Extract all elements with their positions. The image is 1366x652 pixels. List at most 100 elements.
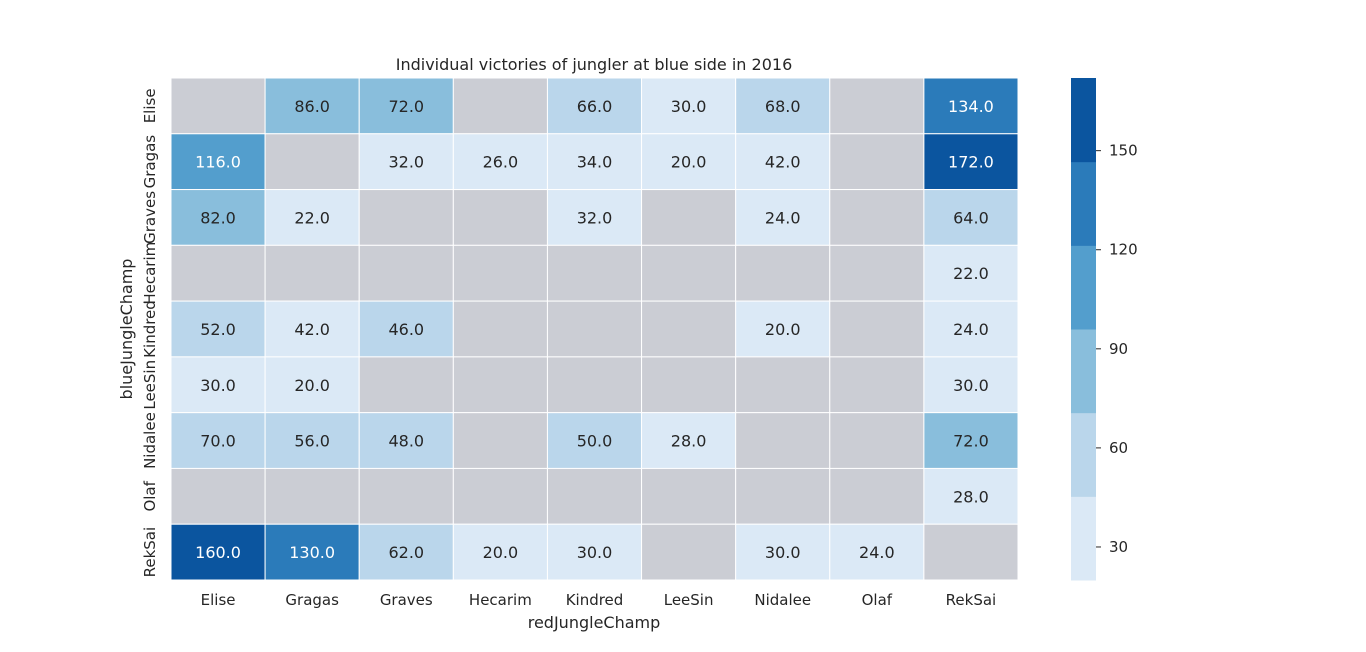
heatmap-cell: [170, 467, 266, 525]
heatmap-cell: [358, 189, 454, 246]
cell-value-label: 24.0: [859, 543, 895, 562]
heatmap-cell: [923, 244, 1019, 302]
cell-value-label: 72.0: [388, 97, 424, 116]
cell-value-label: 72.0: [953, 432, 989, 451]
heatmap-cell: [641, 467, 737, 525]
cell-value-label: 34.0: [577, 153, 613, 172]
cell-value-label: 28.0: [671, 432, 707, 451]
heatmap-cell: [264, 244, 360, 302]
heatmap-cell: [923, 189, 1019, 246]
heatmap-cell: [546, 133, 643, 191]
y-tick-label: Kindred: [141, 300, 159, 358]
heatmap-cell: [546, 244, 643, 302]
heatmap-cell: [264, 133, 360, 191]
cell-value-label: 28.0: [953, 487, 989, 506]
heatmap-cell: [923, 356, 1019, 414]
heatmap-cell: [170, 356, 266, 414]
cell-value-label: 134.0: [948, 97, 994, 116]
cell-value-label: 82.0: [200, 208, 236, 227]
heatmap-cell: [546, 300, 643, 358]
cell-value-label: 42.0: [765, 153, 801, 172]
cell-value-label: 68.0: [765, 97, 801, 116]
cell-value-label: 52.0: [200, 320, 236, 339]
cell-value-label: 86.0: [294, 97, 330, 116]
colorbar-segment: [1071, 329, 1096, 414]
heatmap-cell: [170, 412, 266, 469]
x-tick-label: RekSai: [946, 591, 997, 609]
cell-value-label: 130.0: [289, 543, 335, 562]
colorbar-tick-label: 150: [1109, 142, 1138, 160]
cell-value-label: 66.0: [577, 97, 613, 116]
y-tick-label: Nidalee: [141, 412, 159, 469]
heatmap-cell: [829, 467, 925, 525]
heatmap-cell: [264, 412, 360, 469]
cell-value-label: 48.0: [388, 432, 424, 451]
heatmap-cell: [735, 356, 831, 414]
heatmap-cell: [829, 356, 925, 414]
cell-value-label: 24.0: [765, 208, 801, 227]
heatmap-cell: [829, 244, 925, 302]
heatmap-cell: [358, 356, 454, 414]
heatmap-cell: [735, 523, 831, 581]
colorbar-tick-labels: 30 60 90 120 150: [1096, 142, 1138, 556]
heatmap-cell: [829, 412, 925, 469]
heatmap-cell: [358, 523, 454, 581]
heatmap-cell: [641, 523, 737, 581]
heatmap-cell: [264, 467, 360, 525]
heatmap-cell: [735, 244, 831, 302]
colorbar-segment: [1071, 245, 1096, 330]
cell-value-label: 32.0: [388, 153, 424, 172]
colorbar-segment: [1071, 78, 1096, 163]
heatmap-cell: [546, 412, 643, 469]
heatmap-cell: [170, 77, 266, 135]
colorbar-tick-label: 90: [1109, 340, 1128, 358]
x-tick-label: Kindred: [566, 591, 624, 609]
heatmap-cell: [452, 356, 548, 414]
x-tick-label: Olaf: [862, 591, 893, 609]
colorbar-segment: [1071, 412, 1096, 497]
chart-title: Individual victories of jungler at blue …: [396, 55, 793, 74]
heatmap-cell: [546, 356, 643, 414]
heatmap-cell: [170, 133, 266, 191]
cell-value-label: 24.0: [953, 320, 989, 339]
cell-value-label: 46.0: [388, 320, 424, 339]
heatmap-cell: [358, 133, 454, 191]
cell-value-label: 160.0: [195, 543, 241, 562]
heatmap-cell: [641, 356, 737, 414]
heatmap-cell: [452, 412, 548, 469]
heatmap-cell: [641, 77, 737, 135]
heatmap-cell: [170, 244, 266, 302]
heatmap-cell: [358, 300, 454, 358]
cell-value-label: 30.0: [200, 376, 236, 395]
y-tick-label: Olaf: [141, 480, 159, 511]
x-tick-label: LeeSin: [664, 591, 714, 609]
heatmap-cell: [641, 244, 737, 302]
heatmap-cell: [452, 244, 548, 302]
x-tick-label: Gragas: [285, 591, 339, 609]
cell-value-label: 26.0: [483, 153, 519, 172]
heatmap-cell: [452, 300, 548, 358]
cell-value-label: 56.0: [294, 432, 330, 451]
heatmap-cell: [735, 133, 831, 191]
colorbar-tick-label: 30: [1109, 538, 1128, 556]
colorbar-segment: [1071, 496, 1096, 581]
heatmap-cell: [452, 523, 548, 581]
colorbar: [1071, 78, 1096, 581]
y-tick-label: RekSai: [141, 527, 159, 578]
cell-value-label: 20.0: [483, 543, 519, 562]
cell-value-label: 42.0: [294, 320, 330, 339]
cell-value-label: 32.0: [577, 208, 613, 227]
cell-value-label: 70.0: [200, 432, 236, 451]
heatmap-cell: [358, 467, 454, 525]
heatmap-cell: [170, 189, 266, 246]
cell-value-label: 50.0: [577, 432, 613, 451]
heatmap-cell: [264, 77, 360, 135]
heatmap-cell: [264, 189, 360, 246]
cell-value-label: 30.0: [577, 543, 613, 562]
colorbar-segment: [1071, 161, 1096, 246]
heatmap-cell: [452, 467, 548, 525]
heatmap-cell: [829, 133, 925, 191]
heatmap-cell: [264, 523, 360, 581]
x-tick-label: Hecarim: [469, 591, 532, 609]
heatmap-cell: [452, 77, 548, 135]
